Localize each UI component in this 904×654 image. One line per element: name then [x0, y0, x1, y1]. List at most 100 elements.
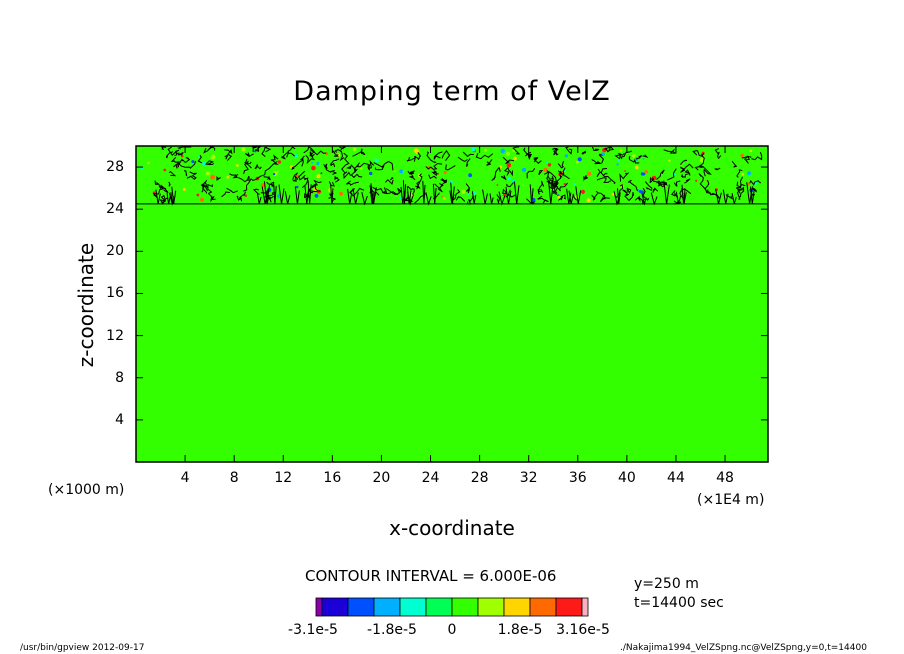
x-tick-label: 16: [323, 470, 342, 486]
contour-line: [557, 161, 564, 169]
colorbar-swatch: [451, 597, 479, 617]
noise-blob: [617, 159, 620, 162]
contour-line: [186, 171, 197, 180]
colorbar-swatch: [529, 597, 557, 617]
contour-line: [292, 174, 298, 182]
contour-line: [173, 163, 178, 169]
footer-right: ./Nakajima1994_VelZSpng.nc@VelZSpng,y=0,…: [620, 643, 867, 653]
noise-blob: [369, 171, 373, 176]
noise-blob: [611, 192, 615, 196]
contour-line: [500, 175, 507, 181]
contour-line: [450, 189, 461, 202]
colorbar: [315, 597, 589, 617]
contour-line: [303, 146, 315, 159]
noise-blob: [580, 189, 586, 194]
contour-line: [342, 171, 352, 180]
contour-line: [159, 197, 168, 205]
noise-blob: [443, 170, 447, 174]
x-unit-left-label: (×1000 m): [48, 482, 125, 498]
contour-line: [255, 160, 278, 180]
contour-line: [441, 150, 451, 161]
noise-blob: [191, 160, 195, 164]
contour-line: [355, 162, 371, 171]
contour-line: [226, 187, 238, 194]
contour-line: [414, 193, 426, 204]
contour-line: [738, 190, 745, 198]
y-tick-label: 4: [115, 411, 124, 428]
x-tick-label: 36: [568, 470, 587, 486]
noise-blob: [506, 151, 510, 156]
t-info-label: t=14400 sec: [634, 595, 724, 611]
contour-line: [546, 178, 556, 188]
contour-line: [694, 166, 704, 171]
noise-blob: [443, 197, 446, 200]
noise-blob: [413, 148, 419, 153]
contour-line: [169, 149, 180, 156]
colorbar-swatch: [373, 597, 401, 617]
noise-blob: [740, 153, 744, 158]
contour-line: [595, 190, 610, 199]
contour-line: [680, 159, 688, 165]
noise-blob: [314, 194, 319, 198]
contour-line: [177, 146, 192, 150]
y-tick-label: 20: [106, 243, 124, 260]
noise-blob: [272, 172, 276, 176]
noise-blob: [328, 187, 333, 193]
x-tick-label: 44: [667, 470, 685, 486]
contour-line: [645, 186, 653, 192]
contour-line: [652, 187, 659, 193]
contour-line: [744, 155, 752, 164]
colorbar-swatch: [399, 597, 427, 617]
contour-line: [197, 154, 203, 164]
contour-line: [620, 150, 633, 160]
contour-line: [221, 191, 230, 198]
contour-line: [309, 190, 318, 194]
contour-line: [538, 170, 543, 176]
contour-line: [161, 146, 167, 150]
noise-blob: [437, 172, 439, 175]
contour-line: [751, 151, 763, 161]
contour-line: [692, 150, 704, 157]
noise-blob: [140, 167, 144, 171]
contour-line: [591, 193, 598, 201]
contour-line: [455, 196, 466, 202]
noise-blob: [311, 161, 313, 164]
contour-line: [428, 174, 437, 180]
contour-line: [407, 170, 415, 175]
contour-line: [299, 157, 304, 167]
contour-line: [674, 180, 681, 187]
colorbar-swatch: [321, 597, 349, 617]
contour-line: [663, 149, 677, 154]
noise-blob: [352, 147, 357, 152]
contour-line: [614, 152, 625, 160]
contour-line: [583, 175, 588, 182]
noise-blob: [180, 154, 184, 158]
contour-line: [736, 176, 744, 189]
colorbar-label: 1.8e-5: [497, 622, 543, 638]
contour-line: [552, 173, 563, 190]
noise-blob: [202, 161, 207, 166]
contour-line: [207, 183, 213, 198]
noise-blob: [644, 169, 648, 174]
axis-ticks: [136, 146, 768, 462]
chart-title: Damping term of VelZ: [293, 76, 611, 107]
contour-line: [512, 146, 521, 155]
y-info-label: y=250 m: [634, 576, 699, 592]
contour-line: [298, 170, 306, 181]
contour-line: [749, 180, 762, 186]
contour-line: [346, 180, 359, 186]
contour-line: [434, 180, 448, 190]
contour-line: [415, 173, 423, 189]
contour-line: [281, 152, 296, 160]
contour-line: [251, 146, 260, 153]
noise-blob: [573, 183, 576, 186]
contour-line: [160, 194, 167, 205]
noise-blob: [147, 161, 150, 165]
noise-blob: [506, 162, 512, 168]
contour-line: [431, 170, 438, 177]
colorbar-swatch: [315, 597, 323, 617]
contour-line: [303, 192, 310, 199]
contour-line: [466, 158, 471, 167]
contour-line: [332, 150, 339, 157]
